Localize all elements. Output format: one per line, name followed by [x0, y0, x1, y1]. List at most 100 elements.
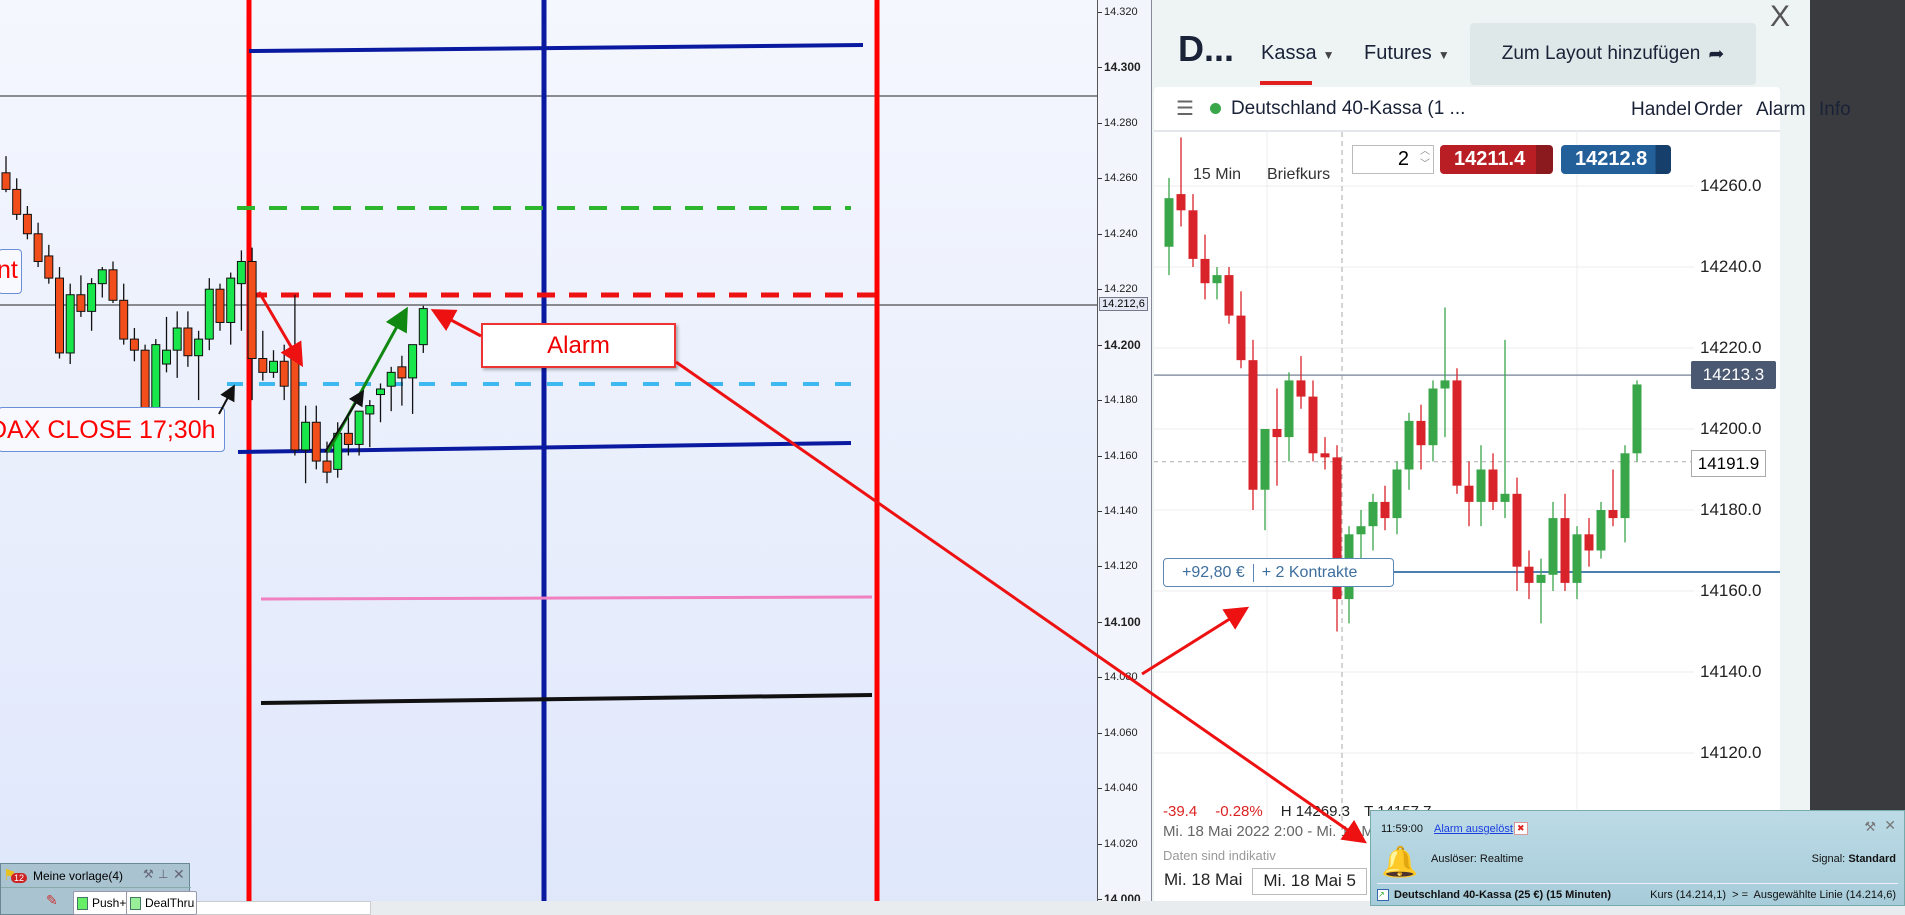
quantity-stepper[interactable]: 2 [1352, 145, 1434, 174]
candle-up [1356, 526, 1366, 535]
axis-tick-label: 14.080 [1098, 671, 1138, 683]
alarm-condition: Kurs (14.214,1) > = Ausgewählte Linie (1… [1650, 889, 1896, 901]
candle-up [1368, 501, 1378, 527]
sell-button[interactable]: 14211.4 [1440, 145, 1553, 174]
wrench-icon[interactable]: ⚒ [1864, 819, 1876, 834]
notification-badge: 12 [11, 873, 28, 883]
candle-up [1440, 380, 1450, 389]
dax-close-label[interactable]: DAX CLOSE 17;30h [0, 407, 225, 452]
menu-alarm[interactable]: Alarm [1756, 99, 1806, 120]
axis-tick-label: 14260.0 [1700, 176, 1762, 195]
indicative-note: Daten sind indikativ [1163, 848, 1276, 863]
tab-kassa[interactable]: Kassa ▼ [1261, 42, 1334, 65]
add-to-layout-label: Zum Layout hinzufügen [1501, 43, 1701, 64]
wrench-icon[interactable]: ⚒ [143, 867, 154, 881]
axis-tick-label: 14.200 [1098, 338, 1141, 352]
alarm-time: 11:59:00 [1381, 823, 1424, 835]
timeframe-selector[interactable]: 15 Min [1193, 166, 1242, 183]
candle-up [333, 432, 343, 470]
change-pct: -0.28% [1215, 803, 1263, 820]
instrument-name[interactable]: Deutschland 40-Kassa (1 ... [1230, 97, 1466, 119]
candle-up [386, 371, 396, 387]
candle-down [1236, 315, 1246, 361]
candle-up [1572, 534, 1582, 583]
price-type-selector[interactable]: Briefkurs [1267, 166, 1331, 183]
right-chart-canvas[interactable] [1154, 130, 1780, 850]
axis-tick-label: 14240.0 [1700, 257, 1762, 276]
axis-tick-label: 14160.0 [1700, 581, 1762, 600]
candle-down [290, 355, 300, 451]
candle-down [1224, 275, 1234, 316]
axis-tick-label: 14.160 [1098, 450, 1138, 462]
alarm-instrument[interactable]: Deutschland 40-Kassa (25 €) (15 Minuten) [1394, 889, 1612, 901]
dismiss-icon[interactable]: ✖ [1514, 822, 1528, 835]
alarm-annotation[interactable]: Alarm [481, 323, 676, 368]
date-tab-selected[interactable]: Mi. 18 Mai 5 [1252, 868, 1368, 895]
candle-up [204, 288, 214, 340]
alarm-signal: Signal: Standard [1812, 853, 1896, 865]
pin-icon[interactable]: ⊥ [158, 867, 169, 881]
tab-futures[interactable]: Futures ▼ [1364, 42, 1450, 65]
chevron-down-icon: ▼ [1437, 48, 1450, 62]
divider [1377, 883, 1898, 884]
push-button[interactable]: Push+ [73, 891, 130, 915]
candle-up [236, 260, 246, 285]
axis-tick-label: 14220.0 [1700, 338, 1762, 357]
candle-down [1560, 518, 1570, 583]
candle-up [1392, 469, 1402, 519]
candle-down [258, 358, 268, 373]
close-panel-button[interactable]: X [1770, 0, 1791, 33]
template-name[interactable]: Meine vorlage(4) [33, 869, 124, 883]
alarm-title-link[interactable]: Alarm ausgelöst [1434, 823, 1513, 835]
candle-down [183, 327, 193, 357]
axis-tick-label: 14.320 [1098, 6, 1138, 18]
toolbar-header: ⚑ 12 Meine vorlage(4) ⚒ ⊥ ✕ [1, 864, 191, 888]
date-tab[interactable]: Mi. 18 Mai [1164, 870, 1243, 889]
alarm-popup[interactable]: 11:59:00 Alarm ausgelöst ✖ ⚒ ✕ 🔔 Auslöse… [1370, 810, 1905, 906]
candle-down [76, 294, 86, 312]
candle-down [247, 260, 257, 360]
crosshair-price-badge: 14191.9 [1691, 450, 1766, 477]
dark-background [1810, 0, 1905, 915]
candle-up [1476, 469, 1486, 502]
chart-card-header: ☰ Deutschland 40-Kassa (1 ... Handel Ord… [1154, 87, 1851, 132]
left-chart-canvas[interactable] [0, 0, 1097, 915]
candle-down [1416, 420, 1426, 446]
buy-button[interactable]: 14212.8 [1561, 145, 1671, 174]
candle-down [279, 360, 289, 387]
menu-order[interactable]: Order [1694, 99, 1743, 120]
panel-title: D... [1178, 28, 1235, 69]
position-pl-box[interactable]: +92,80 € + 2 Kontrakte [1163, 558, 1394, 587]
candle-up [162, 349, 171, 365]
candle-down [1512, 493, 1522, 567]
candle-up [376, 388, 385, 396]
draw-pencil-icon[interactable]: ✎ [46, 892, 58, 908]
menu-info[interactable]: Info [1819, 99, 1851, 120]
candle-down [1320, 453, 1330, 458]
candle-down [12, 188, 22, 215]
candle-down [1452, 380, 1462, 486]
candle-up [354, 410, 364, 445]
candle-up [1596, 510, 1606, 551]
candle-down [1380, 501, 1390, 519]
close-icon[interactable]: ✕ [1884, 817, 1896, 833]
axis-tick-label: 14140.0 [1700, 662, 1762, 681]
candle-down [215, 288, 225, 323]
candle-down [343, 432, 353, 445]
chart-note-partial[interactable]: nt [0, 249, 22, 294]
dealthru-button[interactable]: DealThru [126, 891, 198, 915]
axis-tick-label: 14.020 [1098, 838, 1138, 850]
stepper-arrows-icon[interactable]: ︿ ﹀ [1420, 146, 1430, 170]
axis-tick-label: 14.060 [1098, 727, 1138, 739]
candle-up [1260, 429, 1270, 490]
menu-handel[interactable]: Handel [1631, 99, 1692, 120]
axis-tick-label: 14.220 [1098, 283, 1138, 295]
menu-icon[interactable]: ☰ [1176, 98, 1194, 120]
add-to-layout-button[interactable]: Zum Layout hinzufügen ➦ [1470, 23, 1756, 85]
left-price-axis[interactable]: 14.320 14.300 14.280 14.260 14.240 14.220 14.2… [1097, 0, 1152, 915]
chart-icon: ↗ [1377, 889, 1389, 901]
axis-tick-label: 14.280 [1098, 117, 1138, 129]
close-icon[interactable]: ✕ [173, 866, 185, 882]
axis-tick-label: 14.300 [1098, 60, 1141, 74]
axis-tick-label: 14.120 [1098, 560, 1138, 572]
